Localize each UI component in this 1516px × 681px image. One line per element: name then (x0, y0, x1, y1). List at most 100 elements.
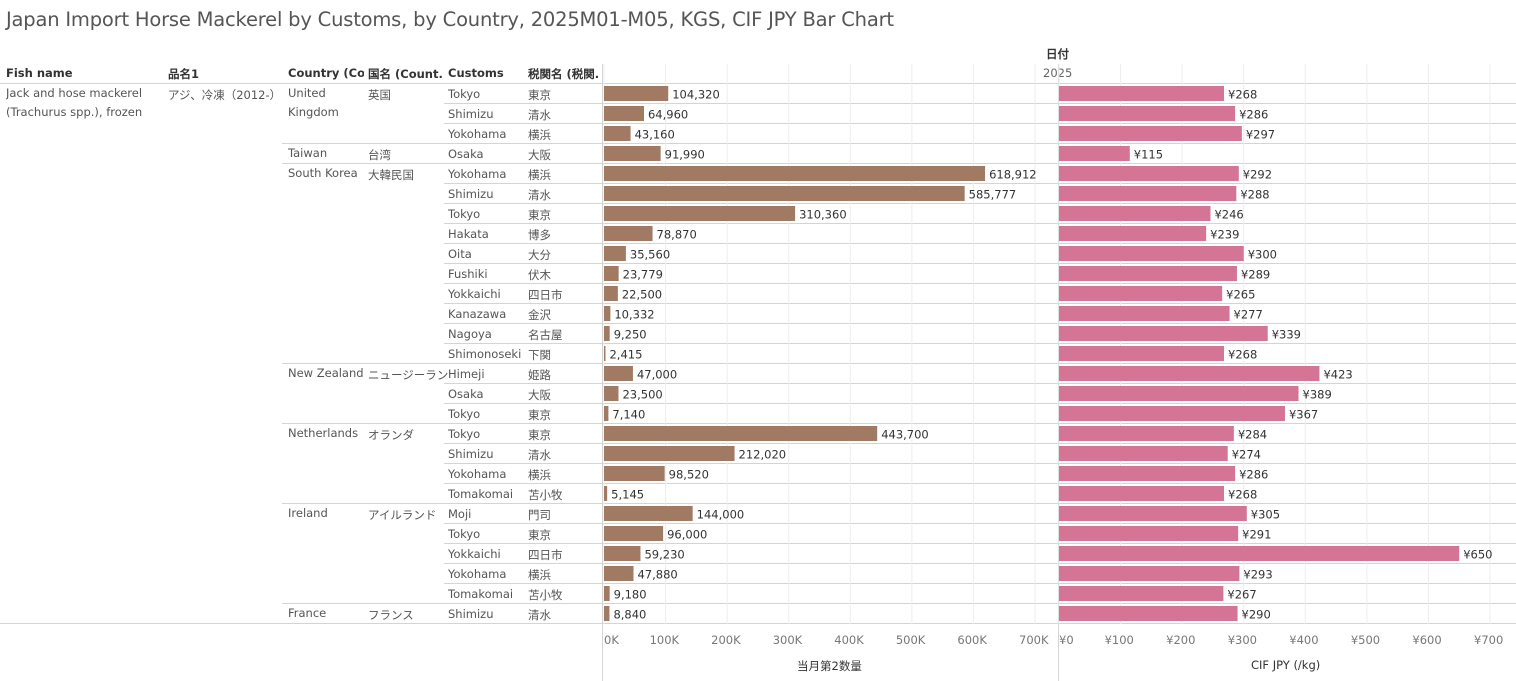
cif-value-label: ¥286 (1239, 108, 1268, 122)
cif-bar (1059, 446, 1228, 461)
quantity-tick-label: 700K (1019, 633, 1049, 647)
quantity-bar (604, 346, 606, 361)
cif-bar (1059, 506, 1247, 521)
cif-value-label: ¥277 (1234, 308, 1263, 322)
zeikan-cell: 東京 (528, 88, 551, 102)
table-bottom-border (0, 623, 1516, 624)
quantity-value-label: 96,000 (667, 528, 707, 542)
row-divider (444, 343, 1516, 344)
cif-value-label: ¥246 (1214, 208, 1243, 222)
cif-value-label: ¥274 (1232, 448, 1261, 462)
zeikan-cell: 四日市 (528, 288, 563, 302)
quantity-value-label: 144,000 (697, 508, 745, 522)
quantity-bar (604, 366, 633, 381)
cif-value-label: ¥115 (1134, 148, 1163, 162)
cif-value-label: ¥288 (1240, 188, 1269, 202)
row-divider (444, 563, 1516, 564)
pane-divider (602, 64, 603, 681)
quantity-value-label: 78,870 (657, 228, 697, 242)
customs-cell: Hakata (448, 227, 489, 241)
cif-bar (1059, 166, 1239, 181)
cif-tick-label: ¥200 (1166, 633, 1195, 647)
quantity-value-label: 618,912 (989, 168, 1037, 182)
quantity-bar (604, 466, 665, 481)
customs-cell: Osaka (448, 147, 484, 161)
cif-bar (1059, 406, 1285, 421)
customs-cell: Tomakomai (448, 587, 514, 601)
cif-bar (1059, 286, 1223, 301)
customs-cell: Tokyo (448, 527, 481, 541)
header-hinmei[interactable]: 品名1 (168, 67, 200, 81)
header-country[interactable]: Country (Co.. (288, 66, 364, 80)
quantity-value-label: 23,779 (623, 268, 663, 282)
cif-value-label: ¥291 (1242, 528, 1271, 542)
customs-cell: Tomakomai (448, 487, 514, 501)
kokumei-cell: 大韓民国 (368, 168, 414, 182)
row-divider (444, 443, 1516, 444)
cif-tick-label: ¥0 (1059, 633, 1074, 647)
cif-value-label: ¥389 (1303, 388, 1332, 402)
country-cell: Taiwan (288, 146, 328, 160)
quantity-tick-label: 600K (957, 633, 987, 647)
zeikan-cell: 名古屋 (528, 328, 563, 342)
quantity-value-label: 10,332 (614, 308, 654, 322)
zeikan-cell: 伏木 (528, 268, 551, 282)
zeikan-cell: 苫小牧 (528, 588, 563, 602)
cif-bar (1059, 186, 1237, 201)
quantity-value-label: 64,960 (648, 108, 688, 122)
cif-value-label: ¥293 (1243, 568, 1272, 582)
cif-value-label: ¥284 (1238, 428, 1267, 442)
customs-cell: Yokohama (448, 567, 507, 581)
customs-cell: Yokohama (448, 167, 507, 181)
customs-cell: Tokyo (448, 427, 481, 441)
row-divider (444, 543, 1516, 544)
cif-tick-label: ¥500 (1351, 633, 1380, 647)
zeikan-cell: 姫路 (528, 368, 551, 382)
quantity-bar (604, 426, 878, 441)
quantity-value-label: 23,500 (622, 388, 662, 402)
zeikan-cell: 東京 (528, 528, 551, 542)
customs-cell: Tokyo (448, 87, 481, 101)
quantity-bar (604, 166, 986, 181)
cif-value-label: ¥289 (1241, 268, 1270, 282)
header-kokumei[interactable]: 国名 (Count.. (368, 67, 444, 81)
kokumei-cell: 英国 (368, 88, 391, 102)
cif-value-label: ¥339 (1272, 328, 1301, 342)
cif-bar (1059, 246, 1244, 261)
quantity-value-label: 35,560 (630, 248, 670, 262)
cif-tick-label: ¥600 (1412, 633, 1441, 647)
kokumei-cell: アイルランド (368, 508, 437, 522)
zeikan-cell: 東京 (528, 208, 551, 222)
cif-value-label: ¥300 (1248, 248, 1277, 262)
quantity-bar (604, 286, 618, 301)
zeikan-cell: 大阪 (528, 148, 551, 162)
customs-cell: Shimizu (448, 187, 494, 201)
quantity-axis-title: 当月第2数量 (797, 659, 862, 673)
customs-cell: Yokohama (448, 467, 507, 481)
header-divider (0, 83, 1516, 84)
quantity-bar (604, 566, 634, 581)
country-cell: France (288, 606, 327, 620)
zeikan-cell: 清水 (528, 448, 551, 462)
cif-bar (1059, 86, 1225, 101)
cif-value-label: ¥367 (1289, 408, 1318, 422)
row-divider (444, 363, 1516, 364)
cif-bar (1059, 266, 1237, 281)
customs-cell: Shimonoseki (448, 347, 522, 361)
cif-bar (1059, 306, 1230, 321)
zeikan-cell: 四日市 (528, 548, 563, 562)
customs-cell: Oita (448, 247, 472, 261)
zeikan-cell: 横浜 (528, 568, 551, 582)
header-customs[interactable]: Customs (448, 66, 504, 80)
quantity-tick-label: 400K (834, 633, 864, 647)
quantity-bar (604, 326, 610, 341)
quantity-value-label: 9,180 (614, 588, 647, 602)
cif-bar (1059, 546, 1460, 561)
header-fish-name[interactable]: Fish name (6, 66, 73, 80)
quantity-bar (604, 526, 664, 541)
cif-bar (1059, 606, 1238, 621)
header-zeikan[interactable]: 税関名 (税関.. (528, 67, 600, 81)
zeikan-cell: 博多 (528, 228, 551, 242)
cif-value-label: ¥305 (1251, 508, 1280, 522)
